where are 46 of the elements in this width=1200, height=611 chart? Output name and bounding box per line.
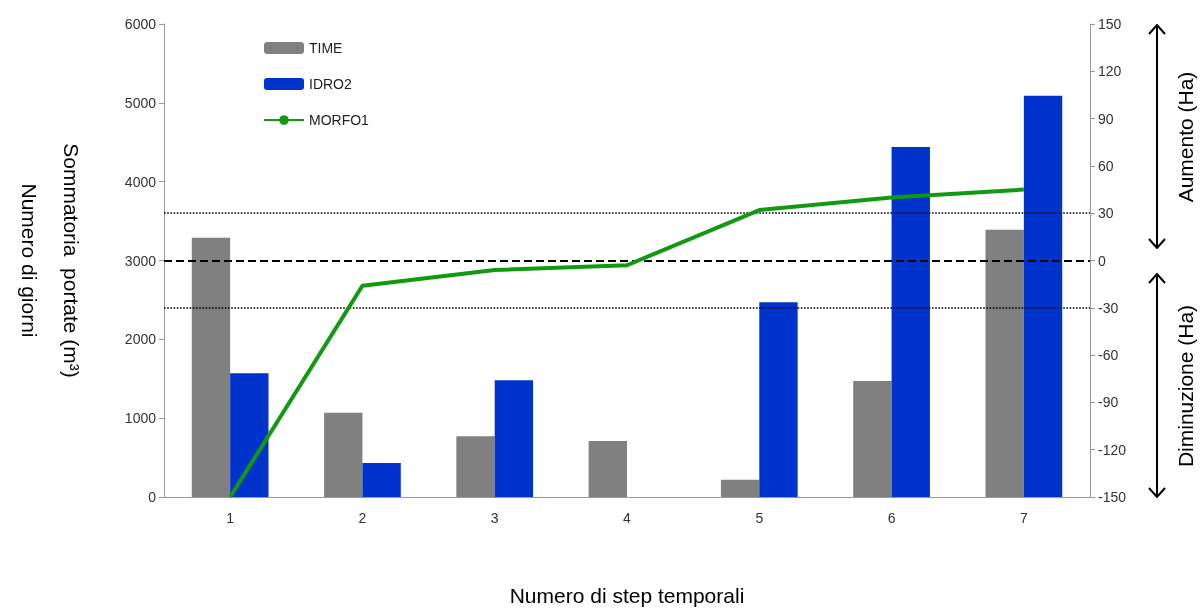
y2-tick-label: -60 (1098, 347, 1119, 364)
y-tick-label: 5000 (124, 94, 157, 111)
text: Aumento (Ha) (1174, 71, 1198, 202)
y2-tick-label: 0 (1098, 252, 1106, 269)
x-axis-title: Numero di step temporali (509, 584, 745, 607)
bar (1023, 95, 1063, 497)
x-tick-label: 5 (755, 510, 764, 526)
x-tick-label: 1 (226, 510, 235, 526)
bar (494, 380, 534, 497)
x-tick-label: 4 (623, 510, 632, 526)
bar (456, 436, 495, 497)
bar (720, 479, 760, 497)
bar (362, 463, 401, 497)
y2-tick-label: -30 (1098, 299, 1119, 316)
x-tick-label: 3 (490, 510, 499, 526)
legend-label: IDRO2 (309, 76, 352, 92)
line-series (228, 187, 1026, 499)
x-tick-label: 2 (358, 510, 367, 526)
y-tick-label: 3000 (124, 252, 157, 269)
bar (588, 441, 627, 497)
y2-tick-label: 120 (1098, 63, 1122, 80)
y-tick-label: 6000 (124, 16, 157, 32)
text: Diminuzione (Ha) (1174, 304, 1198, 467)
y-axis-title: Sommatoria portate (m³) Numero di giorni (17, 143, 83, 378)
y-tick-label: 2000 (124, 331, 157, 348)
bar (891, 146, 930, 497)
bar (759, 302, 798, 497)
legend-label: MORFO1 (309, 112, 370, 128)
y-tick-label: 0 (148, 489, 157, 505)
y2-tick-label: -90 (1098, 394, 1119, 411)
y2-tick-label: 30 (1098, 205, 1114, 222)
y2-tick-label: 150 (1098, 16, 1122, 32)
x-tick-label: 6 (887, 510, 896, 526)
legend-label: TIME (309, 40, 343, 56)
y2-tick-label: 90 (1098, 110, 1114, 127)
bar (985, 229, 1024, 497)
bar (230, 373, 269, 497)
y-tick-label: 1000 (124, 410, 157, 427)
bar (324, 412, 363, 497)
y-tick-label: 4000 (124, 173, 157, 190)
bar (853, 381, 892, 497)
y2-tick-label: -150 (1098, 489, 1127, 505)
y2-tick-label: 60 (1098, 157, 1114, 174)
bar (191, 237, 231, 497)
x-tick-label: 7 (1019, 510, 1028, 526)
y2-tick-label: -120 (1098, 441, 1127, 458)
